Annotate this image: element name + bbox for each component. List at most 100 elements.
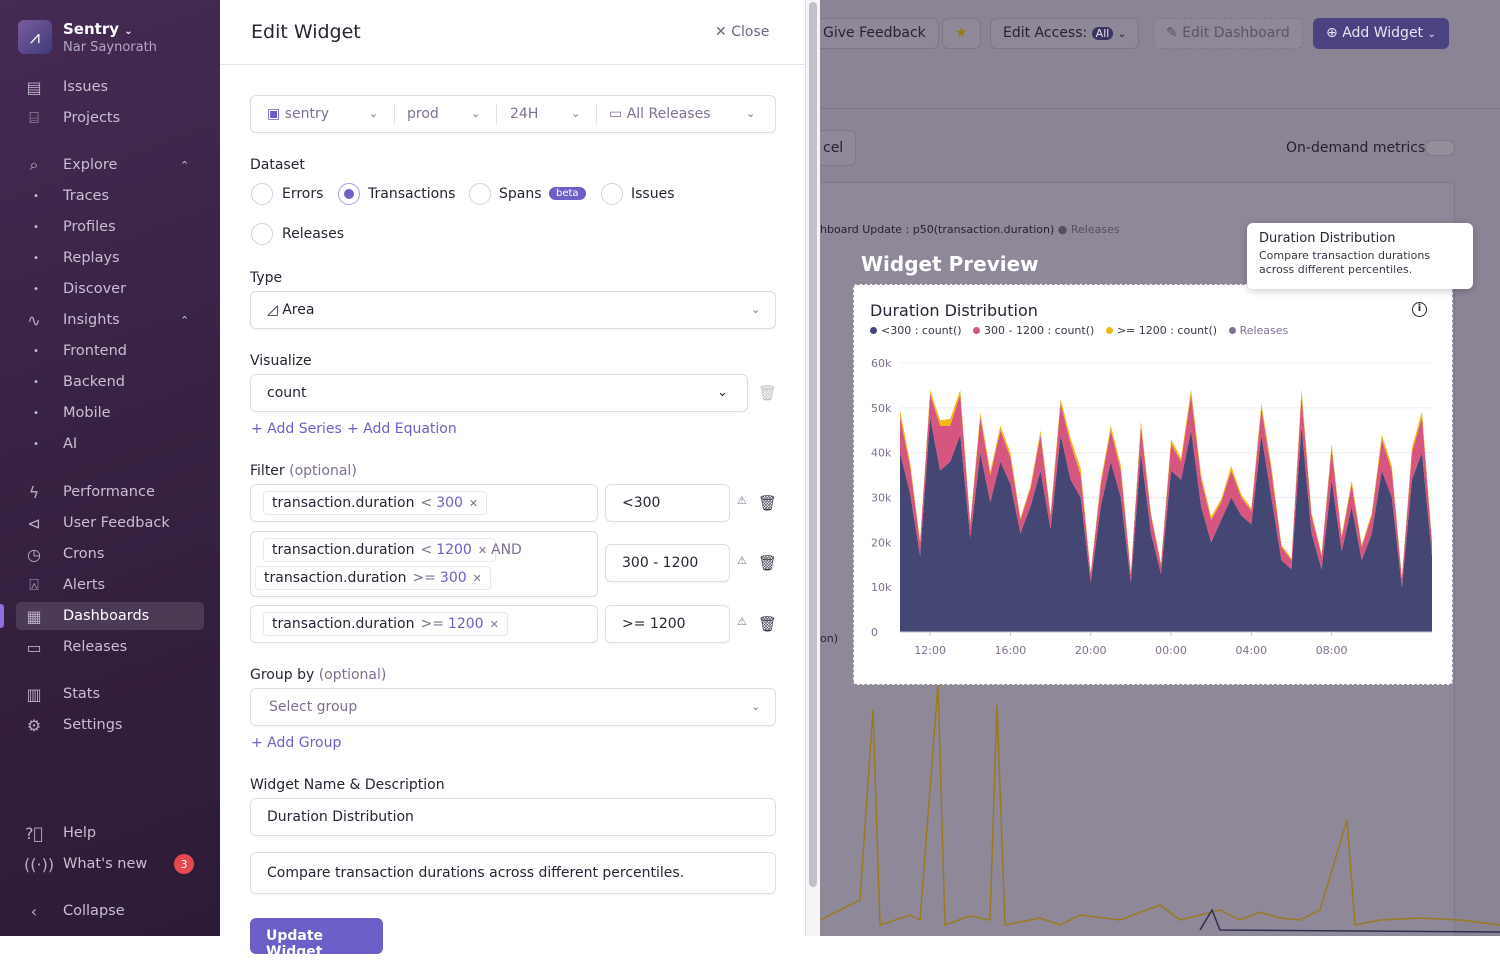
radio-label: Errors — [282, 186, 324, 202]
sidebar-item-help[interactable]: ?⃝ Help — [0, 819, 220, 847]
filter-token[interactable]: transaction.duration >= 1200 ✕ — [263, 612, 508, 636]
legend-item[interactable]: >= 1200 : count() — [1098, 324, 1217, 337]
sidebar-item-what-s-new[interactable]: ((·)) What's new 3 — [0, 850, 220, 878]
filter-token[interactable]: transaction.duration <1200 ✕ — [263, 538, 497, 562]
project-icon: ▣ — [267, 106, 281, 122]
trash-icon[interactable]: 🗑 — [758, 494, 778, 512]
project-filter[interactable]: ▣ sentry — [267, 106, 329, 122]
trash-icon[interactable]: 🗑 — [758, 384, 778, 402]
sidebar-item-alerts[interactable]: ⍓ Alerts — [0, 571, 220, 599]
sidebar-item-stats[interactable]: ▥ Stats — [0, 680, 220, 708]
chevron-up-icon[interactable]: ⌃ — [180, 313, 190, 327]
trash-icon[interactable]: 🗑 — [758, 615, 778, 633]
y-tick-label: 50k — [871, 402, 892, 415]
sidebar-item-crons[interactable]: ◷ Crons — [0, 540, 220, 568]
sidebar-item-issues[interactable]: ▤ Issues — [0, 73, 220, 101]
edit-dashboard-button[interactable]: ✎ Edit Dashboard — [1153, 18, 1303, 49]
radio-errors[interactable] — [251, 183, 273, 205]
sidebar-item-projects[interactable]: ⌸ Projects — [0, 104, 220, 132]
close-button[interactable]: ✕ Close — [715, 24, 770, 40]
add-group-link[interactable]: + Add Group — [251, 735, 342, 751]
widget-name-input[interactable]: Duration Distribution — [250, 798, 776, 836]
star-button[interactable]: ★ — [942, 18, 981, 49]
sidebar-item-frontend[interactable]: • Frontend — [0, 337, 220, 365]
warning-icon[interactable]: ⚠ — [737, 554, 747, 567]
sidebar-item-settings[interactable]: ⚙ Settings — [0, 711, 220, 739]
on-demand-toggle[interactable] — [1425, 140, 1455, 156]
add-widget-button[interactable]: ⊕ Add Widget ⌄ — [1313, 18, 1449, 49]
page-filter-bar: ▣ sentry ⌄ prod ⌄ 24H ⌄ ▭ All Releases ⌄ — [250, 95, 776, 133]
sidebar-item-dashboards[interactable]: ▦ Dashboards — [0, 602, 204, 630]
chart-legend: <300 : count() 300 - 1200 : count() >= 1… — [862, 324, 1288, 337]
sidebar-item-label: Mobile — [63, 405, 111, 421]
warning-icon[interactable]: ⚠ — [737, 494, 747, 507]
widget-preview: Duration Distribution i <300 : count() 3… — [853, 284, 1453, 685]
release-filter[interactable]: ▭ All Releases — [609, 106, 711, 122]
sidebar-item-label: What's new — [63, 856, 148, 872]
sidebar-item-ai[interactable]: • AI — [0, 430, 220, 458]
filter-token[interactable]: transaction.duration <300 ✕ — [263, 491, 488, 515]
sidebar-item-profiles[interactable]: • Profiles — [0, 213, 220, 241]
give-feedback-button[interactable]: Give Feedback — [820, 18, 939, 49]
radio-transactions[interactable] — [338, 183, 360, 205]
add-equation-link[interactable]: + Add Equation — [347, 421, 457, 437]
clock-icon: ◷ — [27, 544, 41, 564]
filter-input-2[interactable]: transaction.duration <1200 ✕ AND transacti… — [250, 531, 598, 597]
sidebar-item-performance[interactable]: ϟ Performance — [0, 478, 220, 506]
filter-token[interactable]: transaction.duration >= 300 ✕ — [255, 566, 491, 590]
chevron-down-icon: ⌄ — [471, 107, 481, 120]
edit-access-button[interactable]: Edit Access: All ⌄ — [990, 18, 1140, 49]
bullet-icon: • — [33, 438, 39, 450]
type-select[interactable]: ◿ Area ⌄ — [250, 291, 776, 329]
group-by-select[interactable]: Select group ⌄ — [250, 688, 776, 726]
chevron-up-icon[interactable]: ⌃ — [180, 158, 190, 172]
sidebar-item-discover[interactable]: • Discover — [0, 275, 220, 303]
bullet-icon: • — [33, 407, 39, 419]
radio-spans[interactable] — [469, 183, 491, 205]
chevron-left-icon: ‹ — [30, 901, 38, 921]
visualize-select[interactable]: count ⌄ — [250, 374, 748, 412]
sidebar-item-insights[interactable]: ∿ Insights ⌃ — [0, 306, 220, 334]
sidebar-item-mobile[interactable]: • Mobile — [0, 399, 220, 427]
radio-label: Transactions — [368, 186, 456, 202]
bullet-icon: • — [33, 190, 39, 202]
remove-icon: ✕ — [468, 497, 479, 510]
legend-item[interactable]: 300 - 1200 : count() — [965, 324, 1094, 337]
beta-badge: beta — [549, 187, 586, 200]
dataset-label: Dataset — [250, 157, 305, 173]
legend-item[interactable]: Releases — [1221, 324, 1288, 337]
trash-icon[interactable]: 🗑 — [758, 554, 778, 572]
sentry-logo[interactable]: ⩘ — [18, 20, 52, 54]
org-switcher[interactable]: Sentry ⌄ — [63, 20, 133, 38]
sidebar-item-user-feedback[interactable]: ⊲ User Feedback — [0, 509, 220, 537]
panel-scrollbar[interactable] — [806, 0, 820, 936]
info-icon[interactable]: i — [1412, 302, 1427, 317]
radio-issues[interactable] — [601, 183, 623, 205]
cancel-button[interactable]: cel — [820, 130, 857, 166]
sidebar-item-backend[interactable]: • Backend — [0, 368, 220, 396]
widget-description-input[interactable]: Compare transaction durations across dif… — [250, 852, 776, 894]
siren-icon: ⍓ — [29, 575, 39, 594]
filter-input-1[interactable]: transaction.duration <300 ✕ — [250, 484, 598, 522]
environment-filter[interactable]: prod — [407, 106, 439, 122]
sidebar-item-replays[interactable]: • Replays — [0, 244, 220, 272]
filter-input-3[interactable]: transaction.duration >= 1200 ✕ — [250, 605, 598, 643]
area-series-1[interactable] — [900, 416, 1432, 632]
legend-item[interactable]: <300 : count() — [862, 324, 962, 337]
warning-icon[interactable]: ⚠ — [737, 615, 747, 628]
date-filter[interactable]: 24H — [510, 106, 539, 122]
legend-alias-input-1[interactable]: <300 — [605, 484, 730, 522]
sidebar-item-traces[interactable]: • Traces — [0, 182, 220, 210]
sidebar-item-collapse[interactable]: ‹ Collapse — [0, 897, 220, 925]
update-widget-button[interactable]: Update Widget — [250, 918, 383, 960]
legend-alias-input-2[interactable]: 300 - 1200 — [605, 544, 730, 582]
sidebar-item-releases[interactable]: ▭ Releases — [0, 633, 220, 661]
add-series-link[interactable]: + Add Series — [251, 421, 342, 437]
bg-legend: hboard Update : p50(transaction.duration… — [820, 223, 1120, 236]
area-series-2[interactable] — [900, 394, 1432, 588]
sidebar-item-explore[interactable]: ⌕ Explore ⌃ — [0, 151, 220, 179]
radio-releases[interactable] — [251, 223, 273, 245]
y-tick-label: 60k — [871, 357, 892, 370]
legend-alias-input-3[interactable]: >= 1200 — [605, 605, 730, 643]
search-icon: ⌕ — [29, 155, 39, 174]
